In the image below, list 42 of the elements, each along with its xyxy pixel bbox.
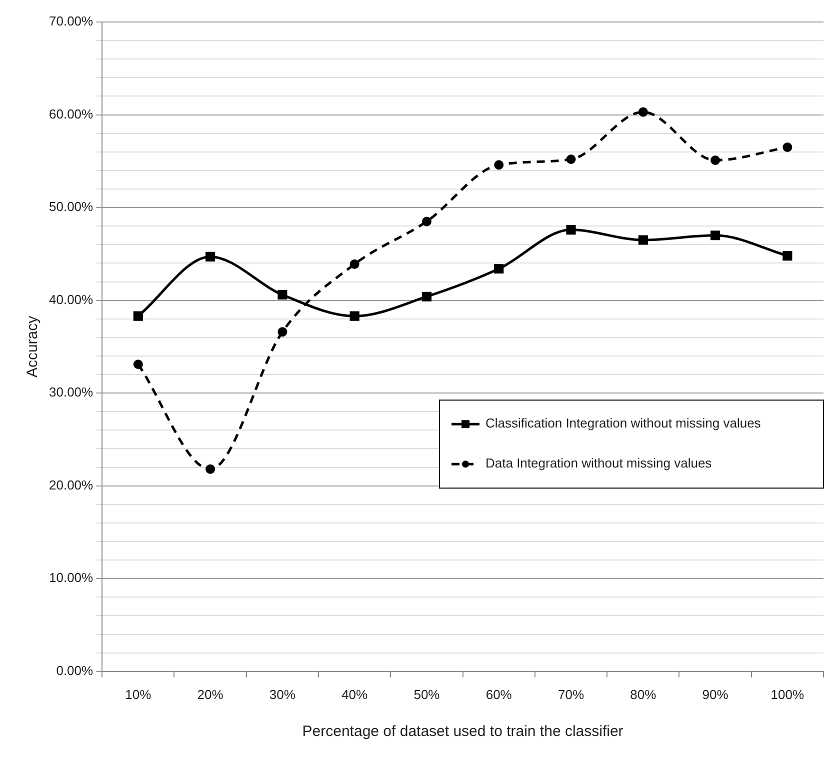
y-tick-label: 20.00% <box>48 477 94 492</box>
x-tick-label: 60% <box>486 686 512 702</box>
point <box>206 464 216 474</box>
point <box>638 107 648 117</box>
x-tick-label: 40% <box>342 686 368 702</box>
point <box>566 225 576 235</box>
point <box>494 160 504 170</box>
x-tick-label: 100% <box>770 686 804 702</box>
y-tick-label: 40.00% <box>48 292 94 307</box>
x-tick-label: 30% <box>269 686 296 702</box>
x-tick-label: 50% <box>414 686 440 702</box>
x-axis-title: Percentage of dataset used to train the classifier <box>302 723 624 740</box>
point <box>710 230 720 240</box>
point <box>566 154 576 164</box>
point <box>422 216 432 226</box>
point <box>422 292 432 302</box>
point <box>782 251 792 261</box>
point <box>782 142 792 152</box>
point <box>206 252 216 262</box>
point <box>278 290 288 300</box>
point <box>278 327 288 337</box>
y-tick-label: 70.00% <box>48 14 94 29</box>
x-tick-label: 70% <box>558 686 584 702</box>
point <box>350 259 360 269</box>
point <box>710 155 720 165</box>
x-tick-label: 90% <box>702 686 729 702</box>
point <box>133 360 143 370</box>
legend-label: Data Integration without missing values <box>486 456 712 471</box>
y-tick-label: 0.00% <box>56 662 94 678</box>
y-tick-label: 60.00% <box>48 106 94 122</box>
legend-label: Classification Integration without missing values <box>486 416 762 431</box>
y-tick-label: 10.00% <box>48 570 94 586</box>
y-axis-title: Accuracy <box>24 315 42 378</box>
point <box>494 264 504 274</box>
point <box>638 235 648 245</box>
y-tick-label: 50.00% <box>48 199 94 214</box>
point <box>133 311 143 321</box>
x-tick-label: 20% <box>197 686 224 702</box>
point <box>350 311 360 321</box>
x-tick-label: 10% <box>125 686 152 702</box>
y-tick-label: 30.00% <box>48 384 94 400</box>
x-tick-label: 80% <box>630 686 657 702</box>
